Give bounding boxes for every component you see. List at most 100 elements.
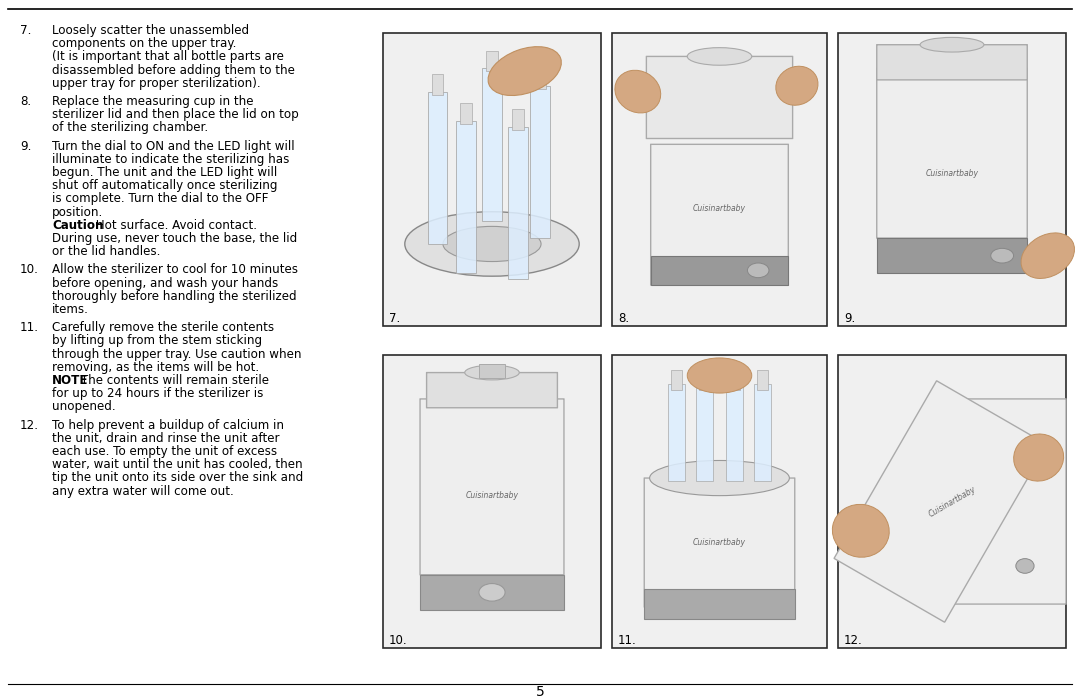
Text: Cuisinartbaby: Cuisinartbaby — [465, 491, 518, 500]
Text: Cuisinartbaby: Cuisinartbaby — [693, 205, 746, 214]
Text: 9.: 9. — [21, 140, 31, 153]
Text: through the upper tray. Use caution when: through the upper tray. Use caution when — [52, 348, 301, 361]
Text: the unit, drain and rinse the unit after: the unit, drain and rinse the unit after — [52, 432, 280, 445]
Ellipse shape — [488, 47, 562, 96]
Ellipse shape — [920, 38, 984, 52]
Bar — [432, 74, 444, 94]
Bar — [486, 50, 498, 71]
Text: disassembled before adding them to the: disassembled before adding them to the — [52, 64, 295, 77]
Text: (It is important that all bottle parts are: (It is important that all bottle parts a… — [52, 50, 284, 64]
FancyBboxPatch shape — [877, 68, 1027, 238]
Text: 11.: 11. — [21, 321, 39, 334]
Text: Cuisinartbaby: Cuisinartbaby — [693, 538, 746, 547]
Text: components on the upper tray.: components on the upper tray. — [52, 37, 237, 50]
Ellipse shape — [443, 226, 541, 262]
Text: any extra water will come out.: any extra water will come out. — [52, 484, 233, 498]
FancyBboxPatch shape — [420, 399, 564, 574]
Text: before opening, and wash your hands: before opening, and wash your hands — [52, 276, 279, 290]
Text: shut off automatically once sterilizing: shut off automatically once sterilizing — [52, 179, 278, 192]
Text: sterilizer lid and then place the lid on top: sterilizer lid and then place the lid on… — [52, 108, 299, 121]
Text: 5: 5 — [536, 685, 544, 698]
Bar — [456, 121, 475, 273]
FancyBboxPatch shape — [645, 478, 795, 607]
Bar — [460, 103, 472, 124]
FancyBboxPatch shape — [650, 144, 788, 285]
Text: for up to 24 hours if the sterilizer is: for up to 24 hours if the sterilizer is — [52, 387, 264, 400]
Bar — [729, 370, 740, 390]
Text: unopened.: unopened. — [52, 401, 116, 413]
Text: During use, never touch the base, the lid: During use, never touch the base, the li… — [52, 232, 297, 245]
Bar — [535, 68, 545, 89]
Text: Replace the measuring cup in the: Replace the measuring cup in the — [52, 95, 254, 108]
Bar — [420, 574, 564, 610]
Bar — [509, 127, 528, 279]
Bar — [482, 68, 502, 221]
Bar — [838, 355, 1066, 648]
Text: upper tray for proper sterilization).: upper tray for proper sterilization). — [52, 77, 260, 90]
FancyBboxPatch shape — [877, 45, 1027, 80]
Text: of the sterilizing chamber.: of the sterilizing chamber. — [52, 121, 208, 135]
Text: : The contents will remain sterile: : The contents will remain sterile — [72, 374, 269, 387]
Text: Carefully remove the sterile contents: Carefully remove the sterile contents — [52, 321, 274, 334]
Bar — [696, 385, 713, 481]
FancyBboxPatch shape — [929, 399, 1066, 604]
Text: 12.: 12. — [843, 634, 863, 646]
Bar — [383, 355, 600, 648]
Bar — [612, 355, 827, 648]
Text: is complete. Turn the dial to the OFF: is complete. Turn the dial to the OFF — [52, 193, 269, 205]
Polygon shape — [834, 381, 1048, 622]
Text: 7.: 7. — [389, 311, 401, 325]
Bar — [699, 370, 710, 390]
Text: or the lid handles.: or the lid handles. — [52, 245, 160, 258]
Ellipse shape — [1016, 558, 1034, 573]
Ellipse shape — [687, 47, 752, 65]
Ellipse shape — [615, 70, 661, 113]
Ellipse shape — [687, 358, 752, 393]
Text: Loosely scatter the unassembled: Loosely scatter the unassembled — [52, 24, 249, 37]
FancyBboxPatch shape — [646, 57, 793, 138]
Ellipse shape — [650, 461, 789, 496]
Text: To help prevent a buildup of calcium in: To help prevent a buildup of calcium in — [52, 419, 284, 431]
Ellipse shape — [747, 263, 769, 278]
Ellipse shape — [775, 66, 818, 105]
Text: begun. The unit and the LED light will: begun. The unit and the LED light will — [52, 166, 278, 179]
Bar — [877, 238, 1027, 273]
Bar — [671, 370, 681, 390]
Text: : Hot surface. Avoid contact.: : Hot surface. Avoid contact. — [89, 218, 257, 232]
Bar — [512, 109, 524, 130]
Text: each use. To empty the unit of excess: each use. To empty the unit of excess — [52, 445, 278, 458]
Text: NOTE: NOTE — [52, 374, 89, 387]
Bar — [645, 589, 795, 618]
Bar — [383, 33, 600, 326]
Text: Caution: Caution — [52, 218, 104, 232]
Ellipse shape — [1021, 233, 1075, 279]
Text: thoroughly before handling the sterilized: thoroughly before handling the sterilize… — [52, 290, 297, 303]
Text: 8.: 8. — [21, 95, 31, 108]
FancyBboxPatch shape — [427, 373, 557, 408]
Text: Allow the sterilizer to cool for 10 minutes: Allow the sterilizer to cool for 10 minu… — [52, 263, 298, 276]
Text: illuminate to indicate the sterilizing has: illuminate to indicate the sterilizing h… — [52, 153, 289, 166]
Ellipse shape — [833, 505, 889, 557]
Bar — [754, 385, 771, 481]
Bar — [478, 364, 505, 378]
Ellipse shape — [405, 211, 579, 276]
Text: 11.: 11. — [618, 634, 637, 646]
Text: 12.: 12. — [21, 419, 39, 431]
Text: 8.: 8. — [618, 311, 630, 325]
Bar — [650, 255, 788, 285]
Text: removing, as the items will be hot.: removing, as the items will be hot. — [52, 361, 259, 374]
Ellipse shape — [990, 248, 1013, 263]
Text: water, wait until the unit has cooled, then: water, wait until the unit has cooled, t… — [52, 458, 302, 471]
Ellipse shape — [464, 365, 519, 380]
Text: 9.: 9. — [843, 311, 855, 325]
Ellipse shape — [1014, 434, 1064, 481]
Bar — [428, 91, 447, 244]
Bar — [530, 86, 550, 238]
Bar — [667, 385, 685, 481]
Text: Turn the dial to ON and the LED light will: Turn the dial to ON and the LED light wi… — [52, 140, 295, 153]
Bar — [757, 370, 768, 390]
Ellipse shape — [478, 584, 505, 601]
Text: Cuisinartbaby: Cuisinartbaby — [927, 484, 977, 519]
Text: 10.: 10. — [389, 634, 407, 646]
Text: position.: position. — [52, 206, 104, 218]
